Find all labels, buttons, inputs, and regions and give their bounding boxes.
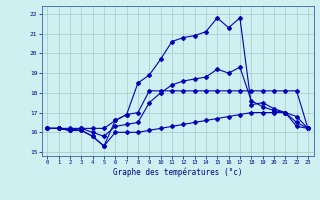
X-axis label: Graphe des températures (°c): Graphe des températures (°c)	[113, 167, 242, 177]
